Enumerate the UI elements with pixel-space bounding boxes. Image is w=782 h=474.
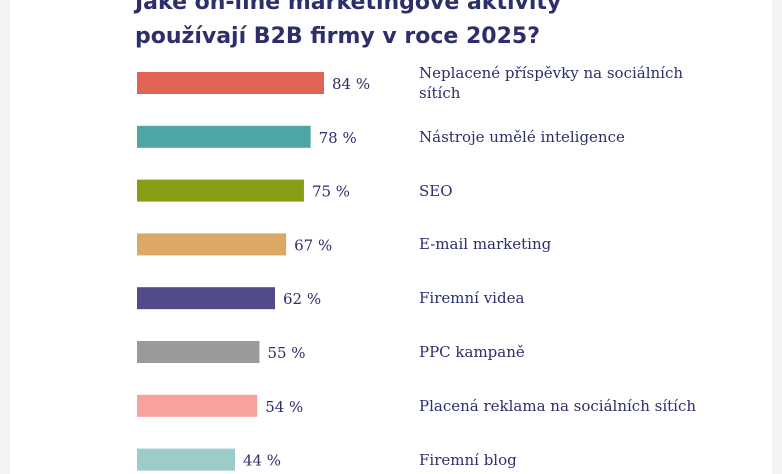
bar-value-label-1: 84 % [332,75,370,93]
bar-value-label-3: 75 % [312,183,350,201]
category-label-5: Firemní videa [419,289,525,308]
category-label-4: E-mail marketing [419,235,552,254]
category-label-6: PPC kampaně [419,343,525,361]
left-margin-strip [0,0,10,474]
bar-value-label-5: 62 % [283,290,321,308]
chart-title-line-2: používají B2B firmy v roce 2025? [135,24,540,49]
category-label-1: Neplacené příspěvky na sociálních sítích [419,64,684,102]
category-label-2: Nástroje umělé inteligence [419,127,625,146]
bar-5 [137,287,276,310]
right-margin-strip [772,0,782,474]
bar-value-label-8: 44 % [243,452,281,470]
chart-title-line-1: Jaké on-line marketingové aktivity [135,0,562,15]
bar-8 [137,448,235,471]
bar-value-label-2: 78 % [319,129,357,147]
category-label-3: SEO [419,181,453,200]
bar-value-label-7: 54 % [265,398,303,416]
chart-title: Jaké on-line marketingové aktivity použí… [135,0,695,54]
bar-value-label-4: 67 % [294,236,332,254]
bar-4 [137,233,287,256]
category-label-8: Firemní blog [419,450,517,469]
bar-2 [137,125,311,148]
bar-1 [137,72,324,94]
bar-7 [137,394,258,417]
bar-6 [137,341,260,363]
category-label-7: Placená reklama na sociálních sítích [419,396,697,415]
bar-3 [137,179,304,202]
bar-value-label-6: 55 % [267,344,305,362]
